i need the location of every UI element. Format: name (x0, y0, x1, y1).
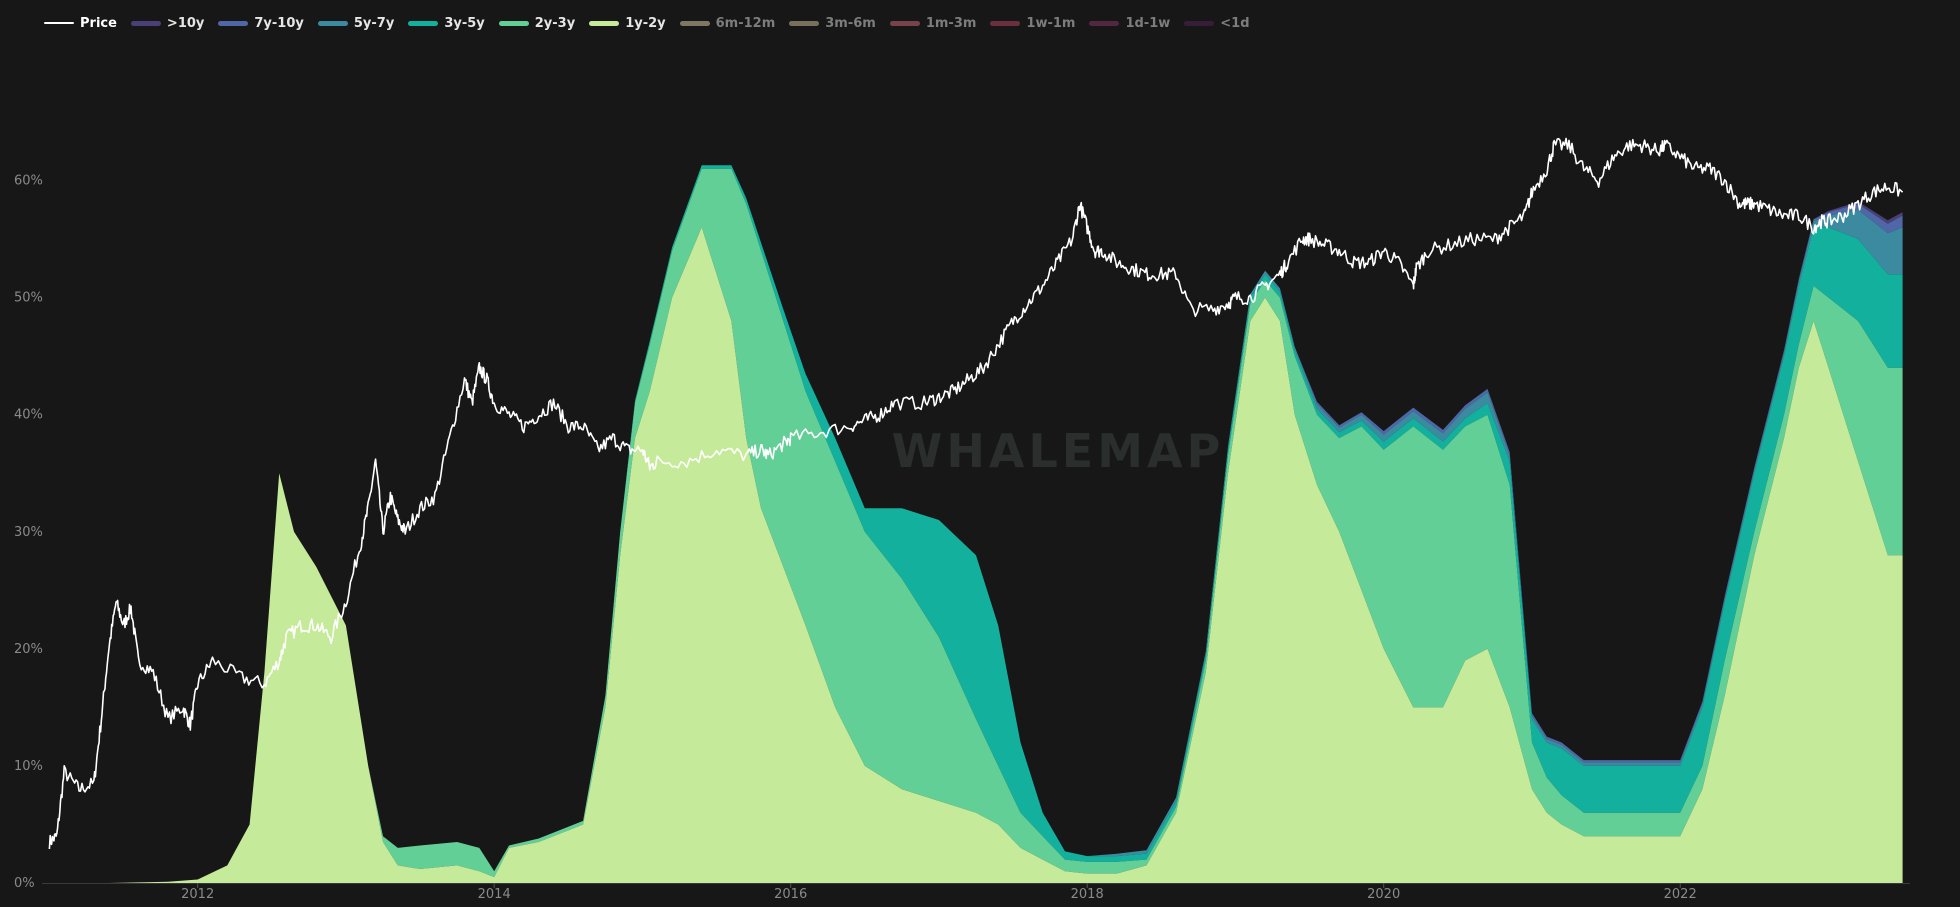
legend-label: Price (80, 15, 117, 31)
y-tick-label: 10% (14, 759, 43, 774)
legend-swatch (44, 22, 74, 24)
x-tick-label: 2014 (478, 887, 511, 902)
legend-item-10[interactable]: 1w-1m (990, 16, 1075, 31)
legend-item-3[interactable]: 5y-7y (317, 15, 395, 31)
legend-item-12[interactable]: <1d (1184, 15, 1250, 31)
area-2y-3y (49, 168, 1903, 884)
legend-item-7[interactable]: 6m-12m (679, 15, 776, 31)
legend-label: <1d (1220, 15, 1250, 31)
legend-label: 1y-2y (625, 15, 666, 31)
x-tick-label: 2018 (1071, 887, 1104, 902)
legend-label: 7y-10y (254, 15, 304, 31)
legend-swatch (889, 20, 920, 26)
y-axis: 0% 10% 20% 30% 40% 50% 60% (14, 174, 43, 892)
price-layer (48, 137, 1904, 850)
legend-item-0[interactable]: Price (44, 16, 117, 31)
legend-label: >10y (166, 15, 205, 31)
legend-label: 1d-1w (1125, 15, 1171, 31)
legend-item-9[interactable]: 1m-3m (889, 15, 977, 31)
legend-swatch (589, 20, 620, 26)
x-axis: 2012 2014 2016 2018 2020 2022 (42, 883, 1910, 902)
price-line (48, 137, 1904, 850)
legend-swatch (218, 20, 249, 26)
stacked-areas (49, 165, 1903, 884)
legend-label: 5y-7y (353, 15, 395, 31)
y-tick-label: 20% (14, 642, 43, 657)
y-tick-label: 0% (14, 876, 35, 891)
legend-label: 3y-5y (444, 15, 485, 31)
x-tick-label: 2020 (1367, 887, 1400, 902)
legend-label: 1w-1m (1026, 15, 1076, 31)
legend-label: 6m-12m (715, 15, 776, 31)
legend-swatch (1089, 20, 1120, 26)
x-tick-label: 2016 (774, 887, 807, 902)
area-1y-2y (49, 227, 1903, 884)
y-tick-label: 60% (14, 174, 43, 189)
x-tick-label: 2022 (1664, 887, 1697, 902)
legend-swatch (408, 20, 439, 26)
legend-swatch (1184, 20, 1215, 26)
legend-swatch (498, 20, 529, 26)
legend-swatch (990, 20, 1021, 26)
legend-swatch (130, 20, 161, 26)
legend-swatch (679, 20, 710, 26)
legend-label: 2y-3y (534, 15, 576, 31)
legend-item-4[interactable]: 3y-5y (408, 15, 485, 31)
chart-legend: Price >10y 7y-10y 5y-7y 3y-5y 2y-3y 1y-2y 6m-12… (44, 12, 1264, 34)
legend-label: 3m-6m (825, 15, 876, 31)
y-tick-label: 50% (14, 291, 43, 306)
y-tick-label: 30% (14, 525, 43, 540)
legend-swatch (789, 20, 820, 26)
legend-item-5[interactable]: 2y-3y (498, 15, 576, 31)
y-tick-label: 40% (14, 408, 43, 423)
legend-item-6[interactable]: 1y-2y (589, 15, 666, 31)
legend-item-11[interactable]: 1d-1w (1089, 16, 1170, 31)
x-tick-label: 2012 (181, 887, 214, 902)
legend-item-2[interactable]: 7y-10y (218, 15, 304, 31)
legend-swatch (317, 20, 348, 26)
legend-item-1[interactable]: >10y (130, 15, 205, 31)
legend-item-8[interactable]: 3m-6m (789, 16, 876, 31)
legend-label: 1m-3m (925, 15, 977, 31)
watermark: WHALEMAP (892, 424, 1225, 478)
